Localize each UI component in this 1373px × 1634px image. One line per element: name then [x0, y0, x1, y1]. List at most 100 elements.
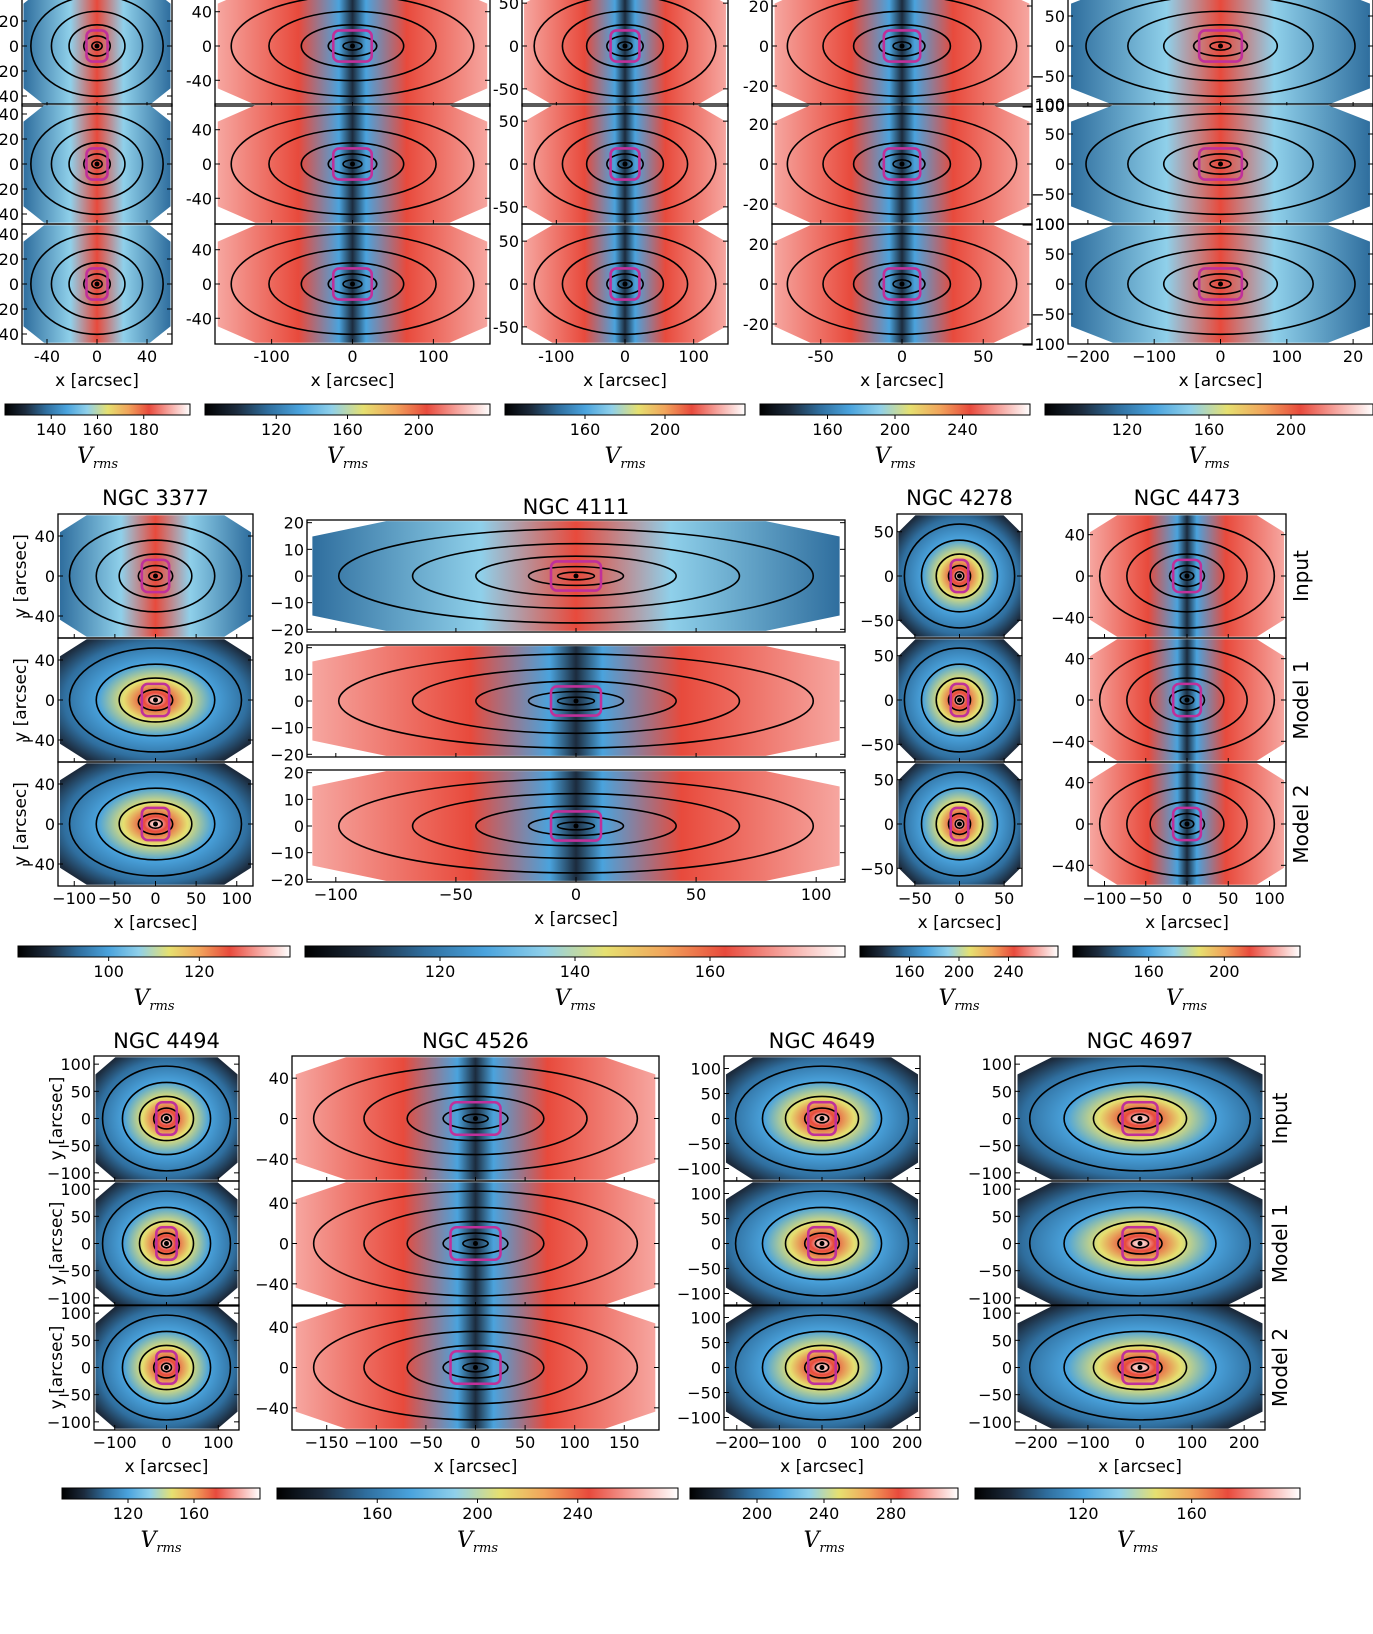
y-tick-label: 20 — [0, 130, 19, 149]
vrms-map — [312, 771, 840, 881]
vrms-map — [774, 105, 1030, 223]
y-tick-label: 0 — [1002, 1359, 1012, 1378]
isophote-contour — [803, 1232, 841, 1255]
x-axis-label: x [arcsec] — [311, 371, 395, 391]
y-axis-label: y [arcsec] — [47, 1326, 67, 1410]
y-tick-label: −50 — [57, 1137, 91, 1156]
isophote-contour — [91, 41, 103, 51]
isophote-contour — [138, 1344, 195, 1391]
galaxy-center — [622, 281, 628, 287]
isophote-contour — [892, 159, 912, 169]
galaxy-center — [164, 1365, 169, 1370]
x-axis-label: x [arcsec] — [534, 909, 618, 929]
y-tick-label: 0 — [711, 1359, 721, 1378]
isophote-contour — [30, 232, 164, 336]
aperture-outline — [155, 1349, 178, 1386]
isophote-contour — [68, 23, 126, 69]
galaxy-center — [957, 821, 962, 827]
y-tick-label: 0 — [81, 1110, 91, 1129]
galaxy-center — [164, 1116, 169, 1121]
y-tick-label: 40 — [0, 105, 19, 124]
isophote-contour — [312, 1190, 639, 1297]
panel-title: NGC 4494 — [113, 1029, 220, 1053]
y-tick-label: −100 — [968, 1289, 1012, 1308]
x-tick-label: −100 — [354, 1433, 398, 1452]
aperture-outline — [609, 147, 641, 181]
x-axis-label: x [arcsec] — [780, 1457, 864, 1477]
y-tick-label: 40 — [35, 775, 55, 794]
y-tick-label: −50 — [1031, 305, 1065, 324]
y-tick-label: −100 — [1021, 335, 1065, 354]
y-tick-label: -20 — [743, 315, 769, 334]
aperture-outline — [882, 147, 922, 181]
y-tick-label: 20 — [284, 639, 304, 658]
galaxy-center — [350, 281, 355, 287]
colorbar-label: Vrms — [457, 1528, 498, 1556]
vrms-map — [898, 515, 1021, 637]
galaxy-center — [819, 1241, 825, 1246]
colorbar-label: Vrms — [1166, 986, 1207, 1014]
vrms-field — [23, 0, 171, 105]
isophote-contour — [442, 1107, 509, 1130]
x-tick-label: 0 — [150, 889, 160, 908]
isophote-contour — [406, 1095, 545, 1142]
colorbar — [759, 403, 1031, 416]
isophote-contour — [118, 801, 193, 847]
x-tick-label: 50 — [686, 885, 706, 904]
y-tick-label: 0 — [711, 1235, 721, 1254]
isophote-contour — [920, 539, 999, 613]
isophote-contour — [1130, 1362, 1150, 1373]
y-tick-label: −50 — [860, 859, 894, 878]
y-tick-label: −20 — [270, 870, 304, 889]
x-axis-label: x [arcsec] — [114, 913, 198, 933]
colorbar-tick-label: 160 — [332, 420, 363, 439]
x-tick-label: 100 — [1177, 1433, 1208, 1452]
vrms-map — [59, 515, 252, 637]
y-tick-label: 20 — [749, 0, 769, 16]
isophote-contour — [363, 1330, 588, 1405]
isophote-contour — [822, 248, 982, 320]
vrms-map — [898, 639, 1021, 761]
x-tick-label: −50 — [98, 889, 132, 908]
isophote-contour — [30, 0, 164, 98]
panel-title: NGC 3377 — [102, 486, 209, 510]
isophote-contour — [230, 232, 475, 336]
vrms-field — [774, 0, 1030, 105]
aperture-outline — [155, 1100, 178, 1137]
isophote-contour — [1162, 261, 1279, 307]
panel-group: 50 0 -50 50 0 -50 50 0 -50 -100 0 100 x [arcsec] 160 2… — [493, 0, 746, 472]
galaxy-center — [1218, 161, 1223, 167]
colorbar-tick-label: 160 — [82, 420, 113, 439]
y-tick-label: −100 — [677, 1160, 721, 1179]
isophote-contour — [337, 528, 815, 624]
vrms-map — [1089, 639, 1285, 761]
y-tick-label: −100 — [968, 1164, 1012, 1183]
isophote-contour — [137, 812, 174, 836]
isophote-contour — [561, 128, 689, 200]
aperture-outline — [549, 685, 603, 717]
vrms-map — [23, 0, 171, 105]
y-tick-label: −40 — [255, 1150, 289, 1169]
y-tick-label: −100 — [677, 1285, 721, 1304]
colorbar — [859, 945, 1059, 958]
vrms-map — [1071, 225, 1370, 343]
colorbar — [504, 403, 746, 416]
isophote-contour — [411, 792, 741, 860]
y-tick-label: 20 — [0, 12, 19, 31]
x-tick-label: 0 — [1215, 347, 1225, 366]
y-tick-label: 40 — [269, 1318, 289, 1337]
x-axis-label: x [arcsec] — [918, 913, 1002, 933]
y-tick-label: −40 — [255, 1399, 289, 1418]
x-tick-label: −100 — [93, 1433, 137, 1452]
x-tick-label: 100 — [678, 347, 709, 366]
isophote-contour — [606, 153, 644, 175]
isophote-contour — [761, 1206, 883, 1281]
y-tick-label: 40 — [192, 121, 212, 140]
colorbar-label: Vrms — [1117, 1528, 1158, 1556]
isophote-contour — [337, 653, 815, 749]
x-axis-label: x [arcsec] — [1145, 913, 1229, 933]
y-tick-label: -40 — [186, 309, 212, 328]
y-tick-label: 0 — [509, 37, 519, 56]
y-tick-label: 0 — [9, 155, 19, 174]
